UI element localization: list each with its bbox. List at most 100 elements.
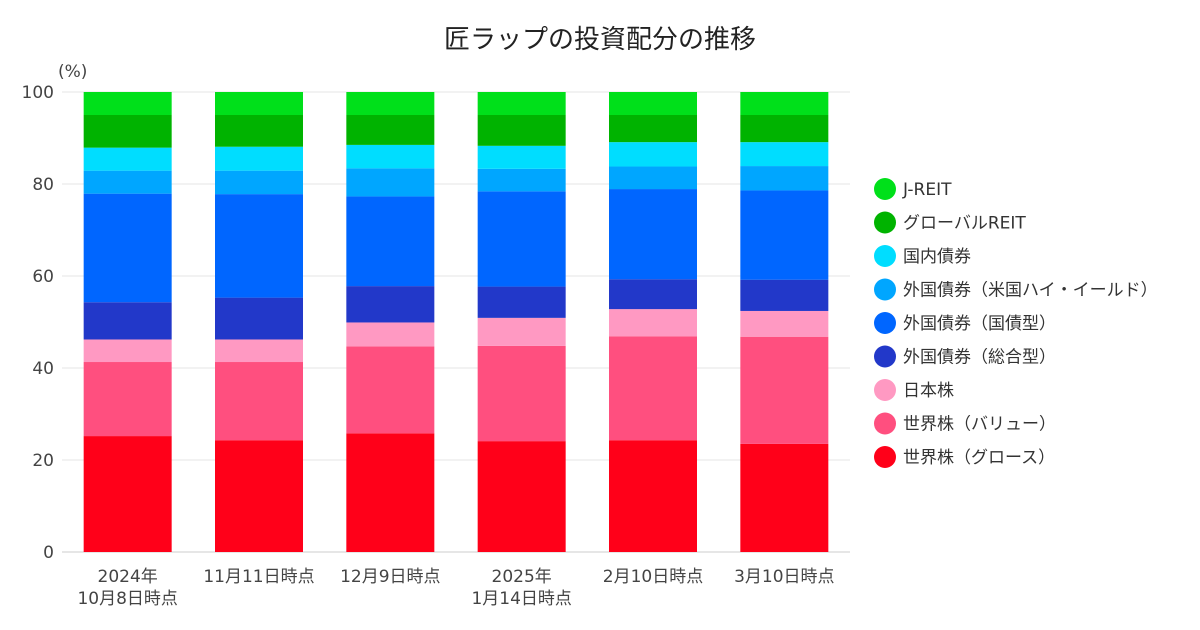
chart-title: 匠ラップの投資配分の推移 [444, 25, 756, 55]
legend-label: 外国債券（国債型） [903, 314, 1056, 334]
x-tick-label: 2024年 10月8日時点 [77, 567, 177, 609]
bar-segment [83, 92, 172, 115]
x-tick-label: 11月11日時点 [203, 567, 314, 587]
x-tick-label: 3月10日時点 [734, 567, 834, 587]
bar-segment [609, 440, 697, 552]
bar-segment [740, 115, 829, 143]
bar-segment [477, 115, 566, 146]
bar-segment [215, 339, 303, 363]
x-tick-label-line: 2月10日時点 [603, 567, 703, 587]
bar-segment [83, 339, 172, 363]
x-tick-label: 12月9日時点 [340, 567, 440, 587]
x-tick-label-line: 2025年 [492, 567, 552, 587]
bar-segment [215, 92, 303, 115]
bar-segment [346, 92, 435, 115]
y-tick-label: 0 [43, 543, 54, 563]
bar-segment [215, 194, 303, 298]
legend-swatch [874, 446, 896, 468]
bar-segment [83, 170, 172, 194]
bar-segment [346, 196, 435, 287]
legend-item: 外国債券（総合型） [874, 345, 1056, 368]
legend-item: 外国債券（国債型） [874, 312, 1056, 334]
bar-segment [477, 168, 566, 192]
bar-stack [477, 92, 566, 552]
bar-stack [83, 92, 172, 552]
bar-segment [609, 279, 697, 310]
x-tick-label: 2025年 1月14日時点 [471, 567, 571, 609]
legend-item: J-REIT [874, 178, 952, 200]
bar-segment [609, 166, 697, 190]
x-tick-label-line: 1月14日時点 [471, 589, 571, 609]
y-tick-label: 40 [32, 359, 54, 379]
x-tick-label: 2月10日時点 [603, 567, 703, 587]
bar-segment [740, 336, 829, 444]
bar-segment [215, 297, 303, 340]
bar-segment [215, 146, 303, 171]
bar-segment [83, 436, 172, 552]
y-axis-ticks: 0 20 40 60 80 100 [22, 83, 54, 563]
legend-label: 世界株（グロース） [903, 448, 1055, 468]
legend-swatch [874, 278, 896, 301]
y-tick-label: 60 [32, 267, 54, 287]
bar-segment [83, 362, 172, 437]
bar-segment [83, 115, 172, 148]
legend-label: 外国債券（総合型） [903, 348, 1056, 368]
bar-segment [609, 92, 697, 115]
bar-segment [215, 362, 303, 441]
bar-segment [740, 310, 829, 337]
bar-segment [477, 191, 566, 287]
x-tick-label-line: 12月9日時点 [340, 567, 440, 587]
bar-segment [215, 115, 303, 147]
legend-item: 国内債券 [874, 245, 971, 267]
bar-segment [740, 443, 829, 552]
legend-item: 世界株（グロース） [874, 446, 1055, 468]
bar-segment [740, 166, 829, 191]
bar-segment [477, 441, 566, 552]
legend-item: 外国債券（米国ハイ・イールド） [874, 278, 1158, 301]
legend-label: J-REIT [902, 180, 952, 200]
legend-swatch [874, 412, 896, 435]
legend-swatch [874, 312, 896, 334]
x-tick-label-line: 3月10日時点 [734, 567, 834, 587]
bar-segment [346, 346, 435, 434]
x-tick-label-line: 2024年 [98, 567, 158, 587]
bar-segment [346, 144, 435, 169]
legend-label: 日本株 [903, 381, 954, 401]
bar-stack [215, 92, 303, 552]
bar-segment [477, 345, 566, 442]
bar-segment [215, 440, 303, 552]
bar-segment [215, 170, 303, 195]
bar-segment [609, 309, 697, 337]
bar-segment [609, 189, 697, 280]
y-tick-label: 80 [32, 175, 54, 195]
bar-segment [740, 279, 829, 311]
bar-segment [609, 142, 697, 167]
bar-segment [83, 193, 172, 303]
legend-swatch [874, 211, 896, 234]
bar-segment [477, 317, 566, 346]
bar-segment [346, 286, 435, 323]
legend-label: 国内債券 [903, 247, 971, 267]
bar-segment [477, 145, 566, 169]
bar-segment [83, 147, 172, 171]
legend-swatch [874, 345, 896, 368]
bar-segment [83, 302, 172, 340]
legend-item: 日本株 [874, 379, 954, 401]
legend-label: グローバルREIT [903, 214, 1026, 234]
legend-swatch [874, 379, 896, 401]
bar-segment [740, 142, 829, 167]
legend-swatch [874, 245, 896, 267]
bar-segment [477, 92, 566, 115]
bar-segment [609, 115, 697, 143]
legend-label: 世界株（バリュー） [903, 415, 1056, 435]
legend-swatch [874, 178, 896, 200]
legend-label: 外国債券（米国ハイ・イールド） [903, 281, 1158, 301]
bar-stack [346, 92, 435, 552]
bar-segment [740, 190, 829, 280]
bar-stack [740, 92, 829, 552]
y-tick-label: 100 [22, 83, 54, 103]
y-tick-label: 20 [32, 451, 54, 471]
